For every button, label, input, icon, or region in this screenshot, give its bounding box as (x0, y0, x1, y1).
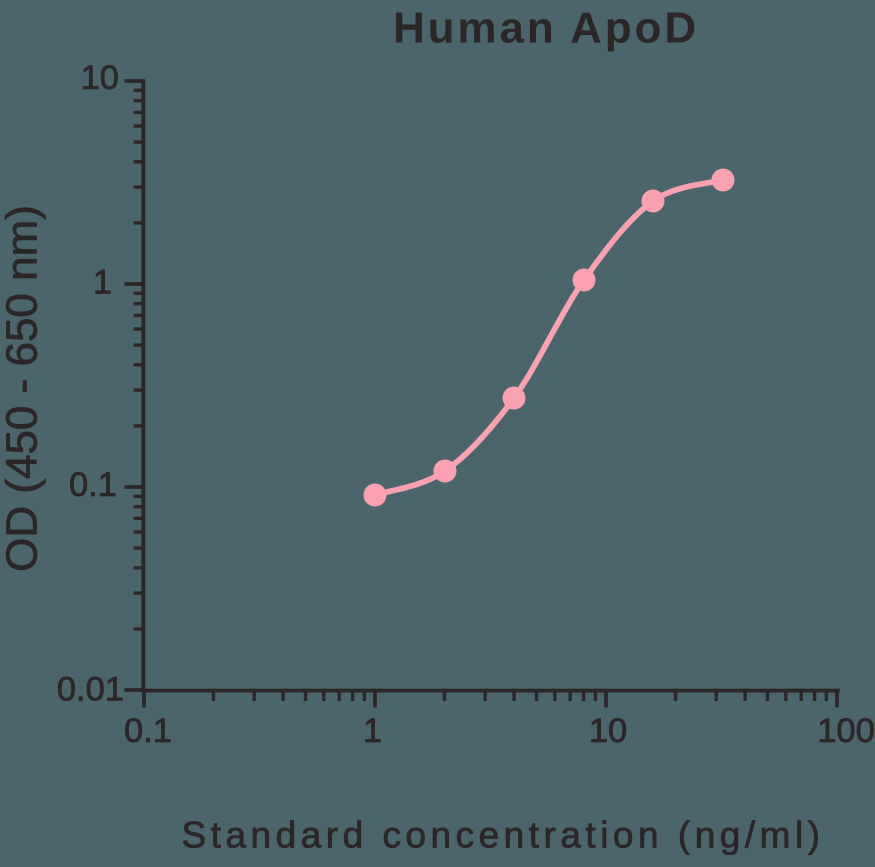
svg-text:1: 1 (93, 264, 112, 302)
svg-text:Human ApoD: Human ApoD (393, 4, 699, 53)
svg-text:1: 1 (363, 712, 382, 750)
svg-text:0.1: 0.1 (124, 712, 172, 750)
svg-text:10: 10 (81, 59, 119, 97)
svg-text:10: 10 (589, 712, 627, 750)
svg-text:0.1: 0.1 (69, 466, 117, 504)
svg-text:0.01: 0.01 (57, 671, 124, 709)
svg-text:OD (450 - 650 nm): OD (450 - 650 nm) (0, 205, 47, 572)
svg-text:100: 100 (817, 712, 875, 750)
svg-text:Standard concentration (ng/ml): Standard concentration (ng/ml) (182, 815, 825, 856)
